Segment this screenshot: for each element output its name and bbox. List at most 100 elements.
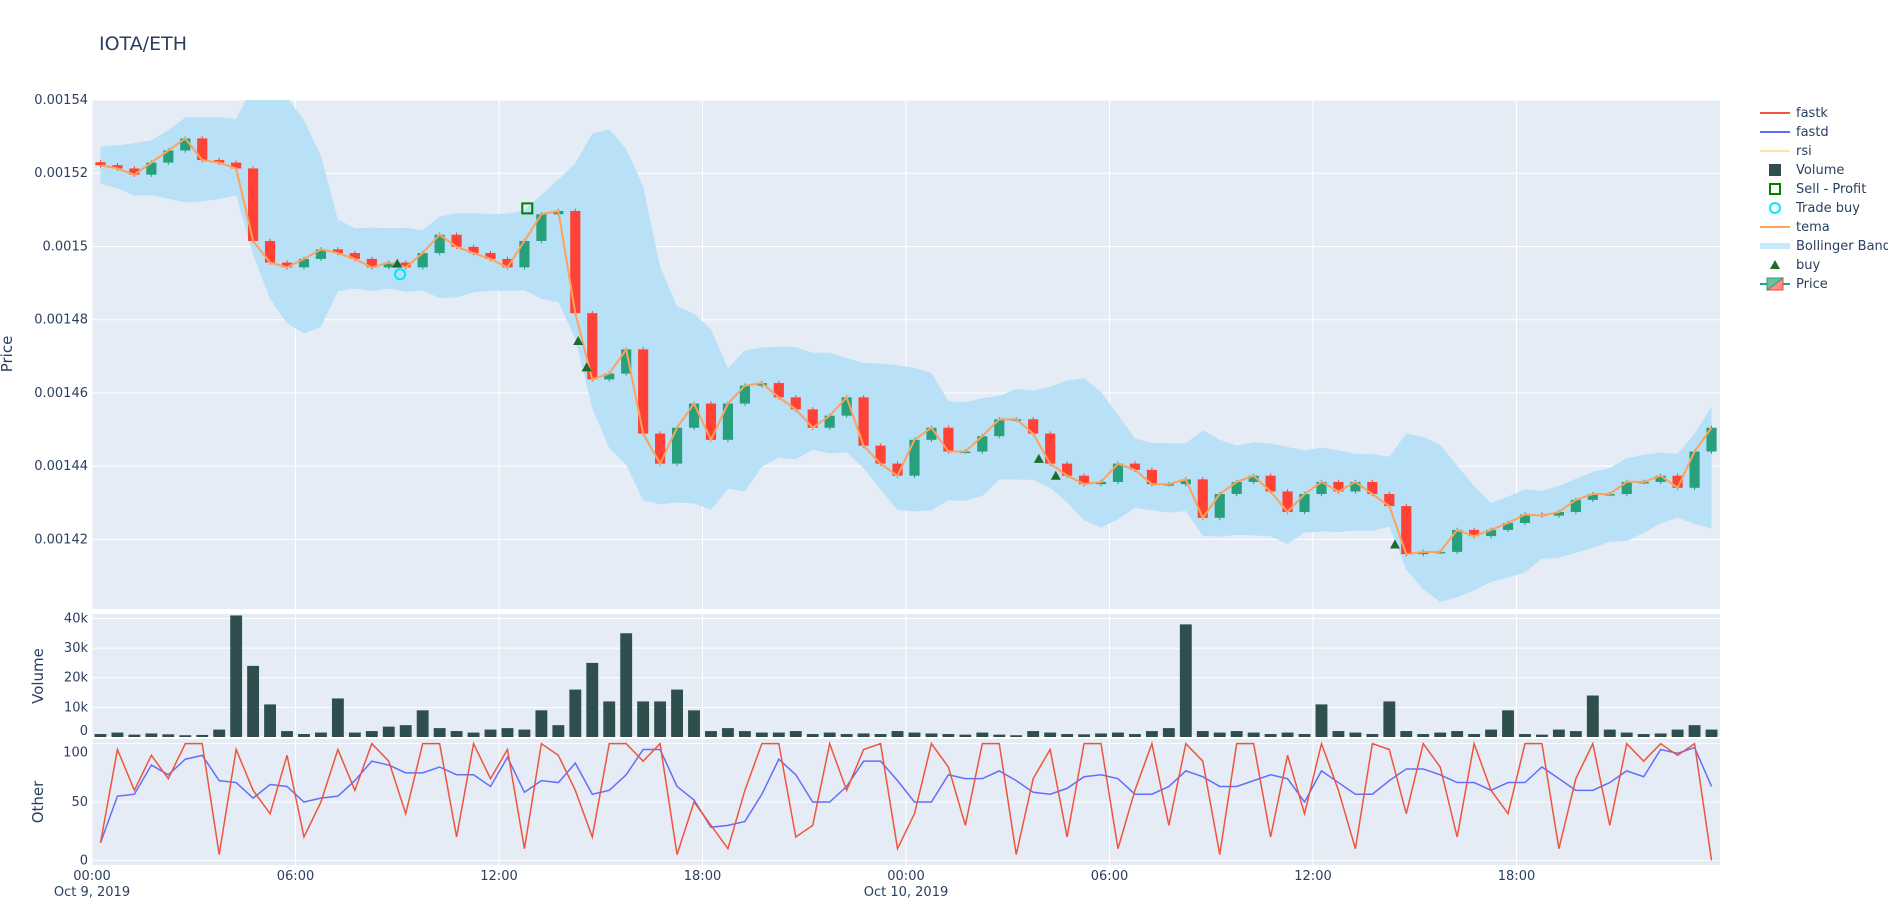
y-tick-label: 20k <box>64 671 89 686</box>
candle-body <box>1282 491 1293 512</box>
legend-item-bollinger-band[interactable]: Bollinger Band <box>1760 239 1888 254</box>
candle <box>807 407 818 430</box>
buy-marker <box>581 362 592 372</box>
volume-bar <box>942 734 955 737</box>
candle-body <box>1689 451 1700 488</box>
candle-body <box>163 150 174 163</box>
candle-body <box>1146 469 1157 485</box>
candle-body <box>434 234 445 254</box>
y-tick-label: 0 <box>80 724 88 739</box>
legend-item-fastd[interactable]: fastd <box>1760 125 1829 140</box>
volume-bar <box>671 689 683 737</box>
volume-bar <box>196 734 209 737</box>
volume-bar <box>1027 731 1040 737</box>
candle-body <box>875 445 886 464</box>
volume-bar <box>688 710 700 737</box>
legend-item-price[interactable]: Price <box>1760 277 1828 292</box>
candle <box>1689 449 1700 490</box>
legend-item-rsi[interactable]: rsi <box>1760 144 1812 159</box>
chart-title: IOTA/ETH <box>99 33 187 55</box>
candle-legend-icon-up <box>1766 277 1785 291</box>
volume-bar <box>552 725 565 737</box>
candle-body <box>1045 433 1056 464</box>
volume-bar <box>1586 695 1599 737</box>
candle <box>1197 477 1208 521</box>
candle <box>739 383 750 406</box>
volume-bar <box>1298 734 1311 737</box>
candle-body <box>1621 481 1632 495</box>
volume-bar <box>247 665 260 737</box>
candle-body <box>112 165 123 169</box>
candle-body <box>197 138 208 161</box>
legend-label: Trade buy <box>1795 201 1860 216</box>
legend-item-volume[interactable]: Volume <box>1769 163 1844 178</box>
band-legend-icon <box>1760 243 1790 249</box>
volume-bar <box>1112 732 1124 737</box>
y-tick-label: 0.00152 <box>34 166 88 181</box>
legend-item-sell-profit[interactable]: Sell - Profit <box>1769 182 1866 197</box>
volume-bar <box>1145 731 1158 737</box>
candle-body <box>638 349 649 434</box>
x-tick-label: 18:00 <box>684 869 721 884</box>
x-tick-label: 00:00 <box>73 869 110 884</box>
legend-label: Bollinger Band <box>1796 239 1888 254</box>
candle-body <box>1655 475 1666 482</box>
candle-body <box>1299 494 1310 512</box>
legend-item-trade-buy[interactable]: Trade buy <box>1769 201 1860 216</box>
candle-body <box>655 433 666 464</box>
y-tick-label: 40k <box>64 611 89 626</box>
volume-bar <box>1519 734 1531 737</box>
y-tick-label: 0.00148 <box>34 313 88 328</box>
candle-body <box>994 419 1005 437</box>
candle-body <box>231 162 242 169</box>
buy-marker <box>573 335 584 345</box>
candle <box>705 401 717 443</box>
candle-body <box>468 246 479 254</box>
volume-bar <box>1603 729 1616 737</box>
volume-bar <box>179 735 192 737</box>
volume-bar <box>399 725 412 737</box>
volume-bar <box>1044 732 1057 737</box>
volume-bar <box>874 734 887 737</box>
buy-marker <box>1033 453 1044 463</box>
candle-body <box>909 439 920 476</box>
candle <box>688 401 700 430</box>
candle-body <box>400 262 411 268</box>
x-tick-label: 12:00 <box>480 869 517 884</box>
candle <box>570 208 581 316</box>
y-tick-label: 0.00142 <box>34 532 88 547</box>
trade-buy-marker <box>394 268 407 281</box>
volume-bar <box>128 734 141 737</box>
candle-body <box>332 249 343 254</box>
volume-bar <box>1247 732 1260 737</box>
candle-body <box>773 383 784 398</box>
volume-bar <box>1129 734 1141 737</box>
x-tick-label: 06:00 <box>277 869 314 884</box>
volume-bar <box>654 701 667 737</box>
volume-bar <box>1654 733 1667 737</box>
candle-body <box>417 253 428 268</box>
candle-body <box>1553 511 1564 516</box>
volume-bar <box>264 704 276 737</box>
volume-bar <box>1434 732 1447 737</box>
candle <box>519 238 530 270</box>
legend-item-buy[interactable]: buy <box>1770 258 1820 273</box>
candle-body <box>536 214 547 241</box>
legend-item-tema[interactable]: tema <box>1760 220 1830 235</box>
legend-item-fastk[interactable]: fastk <box>1760 106 1828 121</box>
candle-body <box>688 403 700 428</box>
candle <box>1299 491 1310 515</box>
candle-body <box>587 313 598 380</box>
volume-bar <box>637 701 650 737</box>
candle <box>909 437 920 478</box>
candle-body <box>146 162 157 175</box>
candle-body <box>1129 463 1141 470</box>
candle <box>638 347 649 436</box>
y-tick-label: 50 <box>71 795 88 810</box>
fastk-line <box>99 740 1713 861</box>
circle-legend-icon <box>1769 202 1781 214</box>
volume-bar <box>1264 734 1277 737</box>
candle <box>197 136 208 163</box>
candle-body <box>298 258 310 268</box>
candle <box>1706 425 1717 454</box>
